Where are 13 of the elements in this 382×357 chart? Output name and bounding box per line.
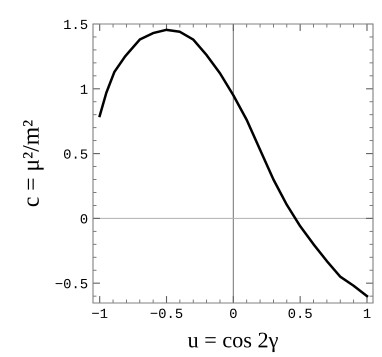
- y-tick-label: −0.5: [56, 278, 88, 288]
- y-axis-title: c = μ²/m²: [23, 120, 44, 206]
- x-tick-label: −1: [92, 308, 108, 318]
- x-tick-label: 1: [364, 308, 370, 318]
- y-tick-label: 0: [80, 214, 88, 224]
- x-tick-label: 0: [230, 308, 237, 318]
- y-tick-label: 1: [80, 84, 88, 94]
- line-series: [98, 28, 368, 298]
- x-tick-label: −0.5: [150, 308, 182, 318]
- x-tick-label: 0.5: [288, 308, 312, 318]
- y-tick-label: 0.5: [64, 149, 88, 159]
- x-axis-title: u = cos 2γ: [188, 332, 278, 352]
- y-tick-label: 1.5: [64, 20, 88, 30]
